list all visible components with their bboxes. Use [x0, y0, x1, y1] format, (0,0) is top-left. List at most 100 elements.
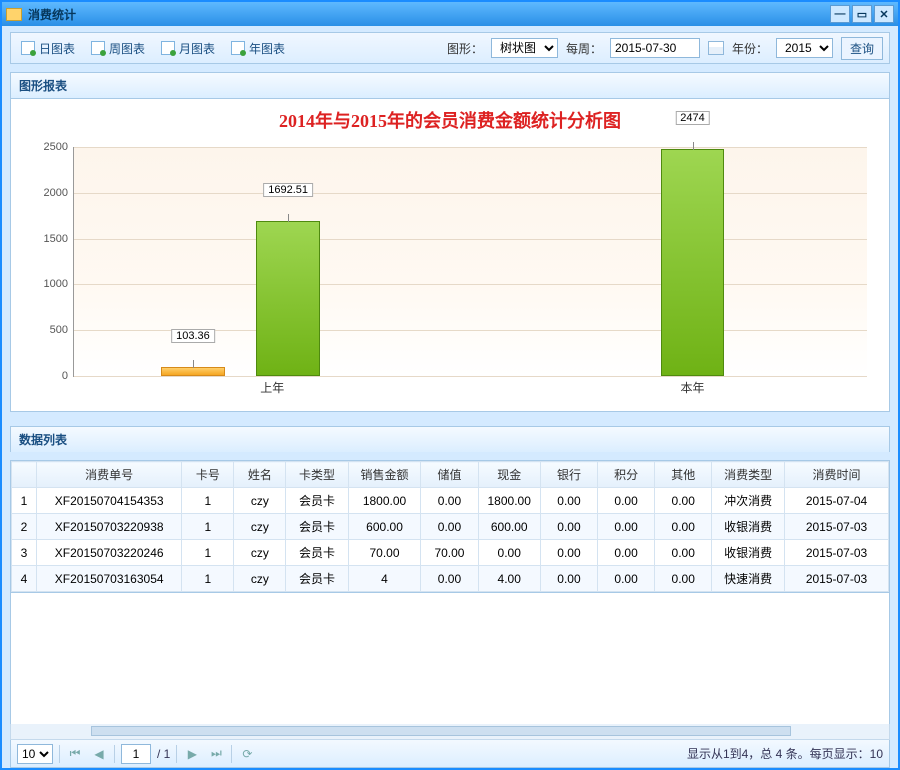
scrollbar-thumb[interactable] — [91, 726, 791, 736]
week-chart-label: 周图表 — [109, 40, 145, 57]
refresh-button[interactable]: ⟳ — [238, 745, 256, 763]
page-size-select[interactable]: 10 — [17, 744, 53, 764]
chart-icon — [21, 41, 35, 55]
table-cell: 0.00 — [598, 514, 655, 540]
table-cell: 600.00 — [348, 514, 421, 540]
chart-icon — [161, 41, 175, 55]
column-header[interactable]: 消费类型 — [712, 462, 785, 488]
table-cell: 0.00 — [540, 566, 597, 592]
table-cell: 2015-07-04 — [785, 488, 889, 514]
prev-page-button[interactable]: ◀ — [90, 745, 108, 763]
data-table: 消费单号卡号姓名卡类型销售金额储值现金银行积分其他消费类型消费时间 1XF201… — [11, 461, 889, 592]
year-chart-label: 年图表 — [249, 40, 285, 57]
table-cell: 会员卡 — [286, 514, 348, 540]
column-header[interactable]: 现金 — [478, 462, 540, 488]
chart-bar — [161, 367, 224, 376]
column-header[interactable]: 积分 — [598, 462, 655, 488]
table-cell: czy — [234, 514, 286, 540]
table-body: 1XF201507041543531czy会员卡1800.000.001800.… — [12, 488, 889, 592]
column-header[interactable]: 销售金额 — [348, 462, 421, 488]
table-cell: 1 — [182, 540, 234, 566]
column-header[interactable]: 卡类型 — [286, 462, 348, 488]
table-cell: 70.00 — [421, 540, 478, 566]
table-cell: czy — [234, 566, 286, 592]
table-cell: 1 — [182, 488, 234, 514]
table-cell: 4.00 — [478, 566, 540, 592]
app-window: 消费统计 — ▭ ✕ 日图表 周图表 月图表 年图表 图形： 树状图 每周： 年… — [0, 0, 900, 770]
next-page-button[interactable]: ▶ — [183, 745, 201, 763]
column-header[interactable]: 其他 — [655, 462, 712, 488]
year-chart-button[interactable]: 年图表 — [227, 38, 289, 59]
bar-value-label: 2474 — [675, 111, 709, 125]
table-cell: 快速消费 — [712, 566, 785, 592]
shape-select[interactable]: 树状图 — [491, 38, 558, 58]
y-tick-label: 2500 — [44, 141, 74, 153]
close-button[interactable]: ✕ — [874, 5, 894, 23]
query-button[interactable]: 查询 — [841, 37, 883, 60]
table-cell: 会员卡 — [286, 540, 348, 566]
table-cell: 0.00 — [598, 540, 655, 566]
day-chart-button[interactable]: 日图表 — [17, 38, 79, 59]
rownum-cell: 3 — [12, 540, 37, 566]
chart-panel: 2014年与2015年的会员消费金额统计分析图 0500100015002000… — [10, 98, 890, 412]
table-row[interactable]: 1XF201507041543531czy会员卡1800.000.001800.… — [12, 488, 889, 514]
table-cell: 收银消费 — [712, 540, 785, 566]
table-cell: XF20150703163054 — [36, 566, 181, 592]
total-pages-label: / 1 — [157, 747, 170, 761]
table-row[interactable]: 4XF201507031630541czy会员卡40.004.000.000.0… — [12, 566, 889, 592]
chart-bar — [256, 221, 319, 376]
table-section-header: 数据列表 — [10, 426, 890, 452]
day-chart-label: 日图表 — [39, 40, 75, 57]
table-header-row: 消费单号卡号姓名卡类型销售金额储值现金银行积分其他消费类型消费时间 — [12, 462, 889, 488]
first-page-button[interactable]: ⏮ — [66, 745, 84, 763]
gridline — [74, 193, 867, 194]
last-page-button[interactable]: ⏭ — [207, 745, 225, 763]
table-cell: 1800.00 — [348, 488, 421, 514]
gridline — [74, 147, 867, 148]
table-blank-area — [10, 593, 890, 724]
column-header[interactable]: 消费单号 — [36, 462, 181, 488]
rownum-cell: 4 — [12, 566, 37, 592]
table-panel: 消费单号卡号姓名卡类型销售金额储值现金银行积分其他消费类型消费时间 1XF201… — [10, 460, 890, 593]
table-row[interactable]: 3XF201507032202461czy会员卡70.0070.000.000.… — [12, 540, 889, 566]
year-select[interactable]: 2015 — [776, 38, 833, 58]
page-input[interactable] — [121, 744, 151, 764]
column-header[interactable]: 姓名 — [234, 462, 286, 488]
window-title: 消费统计 — [28, 6, 830, 23]
week-chart-button[interactable]: 周图表 — [87, 38, 149, 59]
table-cell: 0.00 — [655, 566, 712, 592]
week-label: 每周： — [566, 40, 602, 57]
column-header[interactable]: 储值 — [421, 462, 478, 488]
month-chart-button[interactable]: 月图表 — [157, 38, 219, 59]
chart-area: 05001000150020002500上年本年103.361692.51247… — [23, 137, 877, 407]
table-cell: 0.00 — [655, 488, 712, 514]
calendar-icon[interactable] — [708, 41, 724, 55]
minimize-button[interactable]: — — [830, 5, 850, 23]
y-tick-label: 2000 — [44, 187, 74, 199]
week-input[interactable] — [610, 38, 700, 58]
chart-icon — [91, 41, 105, 55]
table-cell: XF20150703220246 — [36, 540, 181, 566]
column-header[interactable]: 银行 — [540, 462, 597, 488]
rownum-cell: 2 — [12, 514, 37, 540]
gridline — [74, 239, 867, 240]
gridline — [74, 284, 867, 285]
table-cell: 0.00 — [598, 488, 655, 514]
chart-bar — [661, 149, 724, 376]
maximize-button[interactable]: ▭ — [852, 5, 872, 23]
column-header[interactable]: 卡号 — [182, 462, 234, 488]
column-header[interactable]: 消费时间 — [785, 462, 889, 488]
y-tick-label: 1500 — [44, 233, 74, 245]
table-cell: 600.00 — [478, 514, 540, 540]
table-cell: 1 — [182, 566, 234, 592]
table-row[interactable]: 2XF201507032209381czy会员卡600.000.00600.00… — [12, 514, 889, 540]
horizontal-scrollbar[interactable] — [10, 724, 890, 740]
table-cell: 0.00 — [540, 514, 597, 540]
table-cell: 0.00 — [655, 514, 712, 540]
rownum-header — [12, 462, 37, 488]
table-cell: 1 — [182, 514, 234, 540]
table-cell: czy — [234, 540, 286, 566]
table-cell: 0.00 — [478, 540, 540, 566]
bar-value-label: 103.36 — [171, 329, 215, 343]
folder-icon — [6, 8, 22, 21]
